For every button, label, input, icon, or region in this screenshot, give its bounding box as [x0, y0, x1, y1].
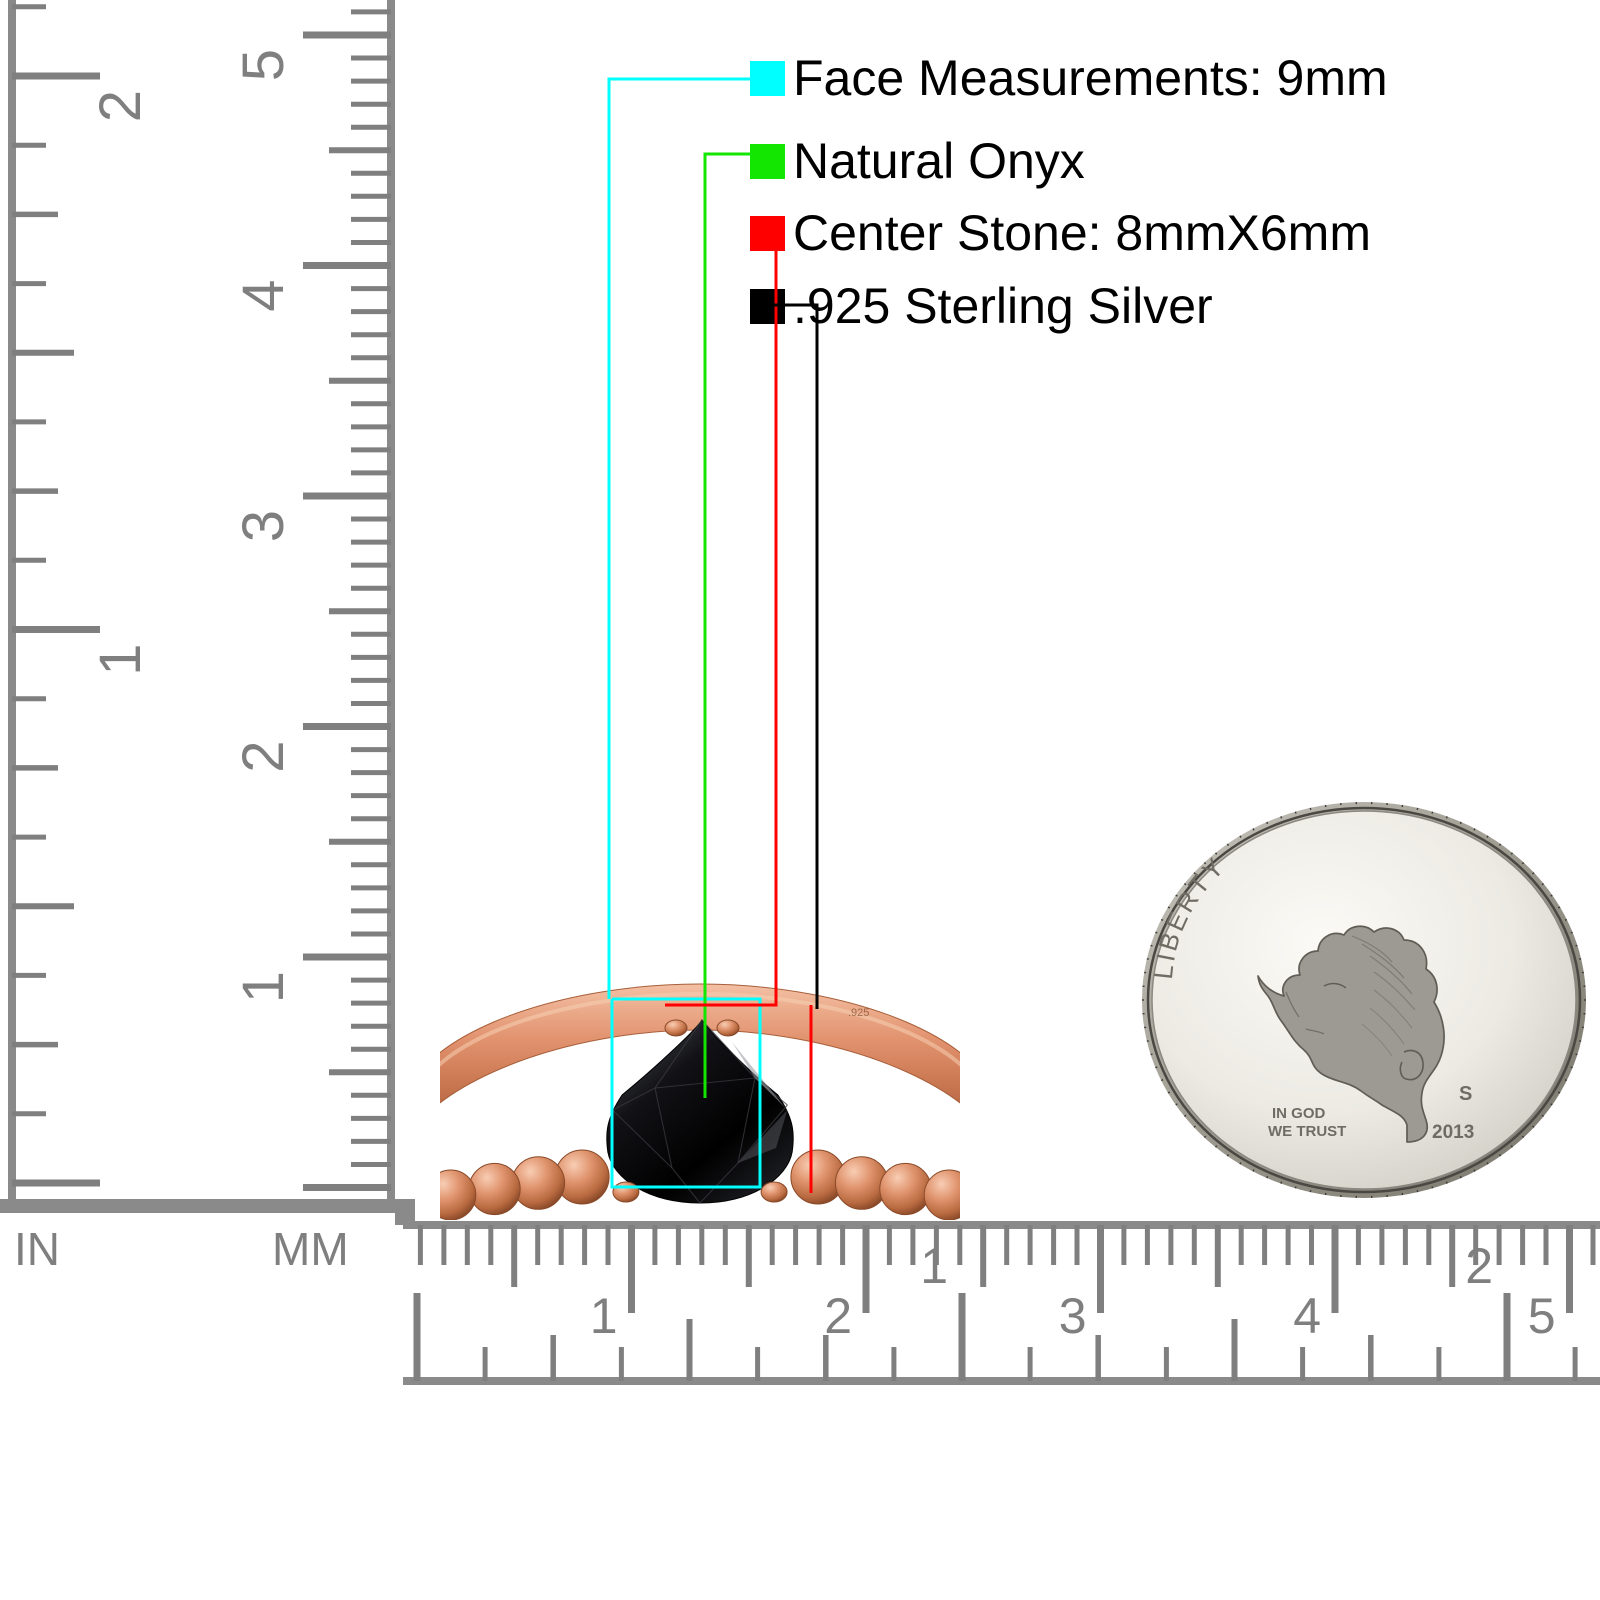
svg-text:S: S: [1459, 1083, 1472, 1105]
svg-text:4: 4: [231, 280, 296, 312]
svg-text:5: 5: [231, 49, 296, 81]
svg-text:.925: .925: [848, 1007, 869, 1019]
svg-text:1: 1: [88, 644, 153, 676]
svg-text:5: 5: [1528, 1288, 1556, 1344]
svg-text:2: 2: [88, 90, 153, 122]
svg-text:3: 3: [1059, 1288, 1087, 1344]
svg-text:2013: 2013: [1432, 1122, 1474, 1143]
svg-text:1: 1: [920, 1238, 948, 1294]
svg-text:2: 2: [1465, 1238, 1493, 1294]
svg-text:1: 1: [231, 971, 296, 1003]
svg-text:2: 2: [231, 741, 296, 773]
svg-text:IN GOD: IN GOD: [1272, 1105, 1326, 1122]
svg-text:WE TRUST: WE TRUST: [1268, 1123, 1346, 1140]
svg-text:3: 3: [231, 510, 296, 542]
svg-text:1: 1: [590, 1288, 618, 1344]
svg-text:4: 4: [1293, 1288, 1321, 1344]
